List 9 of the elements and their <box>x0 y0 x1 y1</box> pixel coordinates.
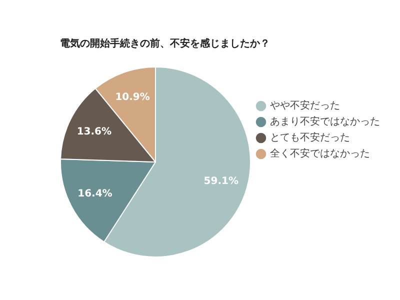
data-label: 59.1% <box>204 176 238 187</box>
data-label: 13.6% <box>76 126 112 138</box>
data-label: 10.9% <box>115 92 150 104</box>
legend-label: やや不安だった <box>270 100 340 112</box>
legend-label: とても不安だった <box>270 132 350 144</box>
legend-label: あまり不安ではなかった <box>270 116 380 128</box>
legend-label: 全く不安ではなかった <box>270 148 370 160</box>
chart-title: 電気の開始手続きの前、不安を感じましたか？ <box>60 38 270 50</box>
data-label: 16.4% <box>78 188 112 200</box>
